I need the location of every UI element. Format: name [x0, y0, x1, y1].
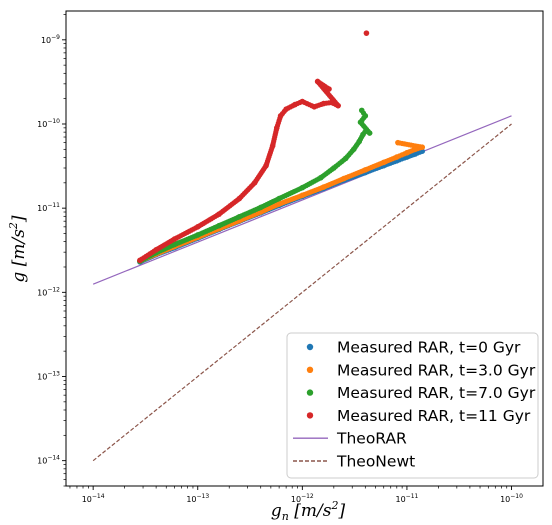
x-tick-label: 10−12 — [291, 493, 314, 504]
data-point — [269, 143, 276, 149]
data-point — [274, 125, 280, 131]
data-point — [317, 174, 324, 181]
data-point — [194, 224, 201, 230]
data-point — [362, 113, 369, 119]
data-point — [366, 130, 373, 136]
data-point — [236, 213, 243, 220]
data-point — [236, 195, 243, 202]
data-point — [320, 100, 327, 107]
legend-marker — [306, 412, 314, 419]
data-point — [328, 99, 335, 106]
legend-label: Measured RAR, t=11 Gyr — [337, 407, 531, 425]
data-point — [419, 144, 426, 150]
measured-points — [137, 30, 426, 265]
x-tick-label: 10−11 — [395, 493, 418, 504]
data-point — [263, 162, 269, 169]
y-axis-title: g [m/s2] — [7, 215, 29, 283]
legend-box — [286, 332, 539, 479]
data-point — [342, 155, 349, 162]
data-point — [362, 167, 369, 173]
legend-label: Measured RAR, t=7.0 Gyr — [337, 384, 536, 402]
data-point — [314, 78, 321, 85]
y-axis-ticks: 10−14 10−13 10−12 10−11 10−10 10−9 — [37, 34, 66, 466]
x-axis-ticks: 10−14 10−13 10−12 10−11 10−10 — [82, 486, 523, 504]
data-point — [395, 139, 401, 146]
legend-label: TheoRAR — [336, 430, 407, 448]
series-3-points — [137, 30, 370, 264]
data-point — [331, 165, 337, 171]
legend-label: Measured RAR, t=0 Gyr — [337, 339, 521, 357]
legend-marker — [306, 343, 314, 351]
data-point — [326, 86, 332, 92]
y-tick-label: 10−12 — [37, 286, 60, 297]
data-point — [311, 104, 318, 110]
y-tick-label: 10−11 — [37, 202, 60, 213]
x-tick-label: 10−14 — [82, 493, 105, 504]
data-point — [360, 131, 366, 138]
data-point — [251, 180, 258, 186]
data-point — [276, 201, 282, 207]
data-point — [299, 184, 306, 191]
data-point — [358, 107, 365, 114]
data-point — [277, 113, 284, 119]
data-point — [350, 146, 357, 153]
x-tick-label: 10−10 — [500, 493, 523, 504]
data-point — [292, 101, 298, 108]
data-point — [194, 232, 201, 238]
data-point — [153, 247, 159, 253]
data-point — [216, 211, 222, 217]
data-point — [412, 146, 419, 153]
plot-frame — [65, 10, 544, 487]
data-point — [356, 138, 363, 145]
data-point — [341, 175, 347, 182]
data-point — [363, 30, 370, 36]
data-point — [320, 184, 327, 190]
data-point — [257, 204, 264, 211]
data-point — [393, 154, 400, 160]
data-point — [357, 119, 364, 126]
data-point — [335, 102, 341, 109]
data-point — [299, 98, 306, 105]
y-tick-label: 10−13 — [37, 370, 60, 381]
y-tick-label: 10−10 — [37, 118, 60, 129]
y-tick-label: 10−9 — [41, 34, 60, 45]
data-point — [137, 257, 143, 264]
data-point — [171, 241, 178, 248]
legend-label: TheoNewt — [336, 453, 415, 471]
x-tick-label: 10−13 — [186, 493, 209, 504]
legend-label: Measured RAR, t=3.0 Gyr — [337, 361, 536, 379]
series-line-theonewt — [92, 123, 512, 462]
y-tick-label: 10−14 — [37, 455, 60, 466]
data-point — [283, 106, 289, 112]
series-line-theorar — [92, 115, 512, 285]
data-point — [276, 195, 282, 202]
data-point — [404, 149, 410, 156]
legend: Measured RAR, t=0 Gyr Measured RAR, t=3.0… — [286, 332, 539, 479]
x-axis-title: gn [m/s2] — [271, 499, 346, 523]
data-point — [216, 222, 222, 229]
legend-marker — [306, 366, 314, 373]
theory-lines — [92, 115, 512, 462]
data-point — [299, 192, 306, 199]
data-point — [171, 236, 178, 242]
data-point — [380, 159, 387, 166]
legend-marker — [306, 389, 314, 396]
